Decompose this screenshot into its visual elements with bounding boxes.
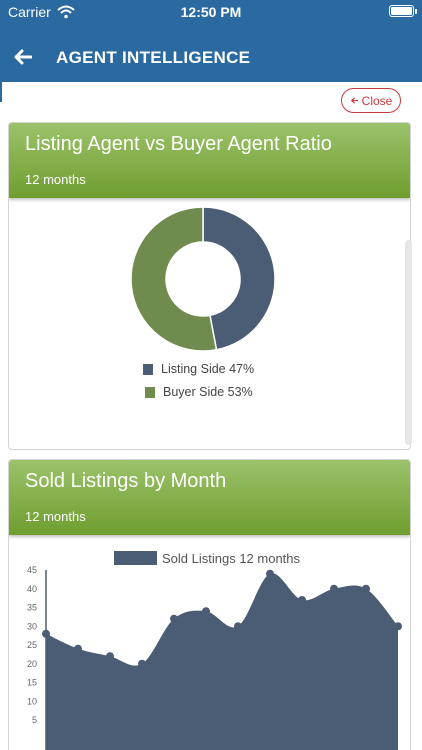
legend-swatch-listing — [143, 363, 153, 375]
sold-card-title: Sold Listings by Month — [25, 470, 227, 492]
legend-swatch-buyer — [145, 386, 155, 398]
y-tick-label: 10 — [27, 696, 37, 706]
nav-bar: AGENT INTELLIGENCE — [0, 40, 422, 76]
back-button[interactable] — [12, 44, 34, 70]
legend-label-listing: Listing Side 47% — [161, 362, 255, 376]
ratio-card-header: Listing Agent vs Buyer Agent Ratio 12 mo… — [9, 123, 410, 198]
y-tick-label: 25 — [27, 640, 37, 650]
battery-icon — [389, 5, 417, 17]
y-tick-label: 35 — [27, 603, 37, 613]
area-legend-label: Sold Listings 12 months — [162, 551, 301, 566]
ratio-card-title: Listing Agent vs Buyer Agent Ratio — [25, 133, 332, 155]
sold-listings-card: Sold Listings by Month 12 months — [8, 459, 411, 750]
area-series-fill — [46, 573, 398, 750]
data-point-12 — [394, 622, 402, 631]
y-tick-label: 40 — [27, 584, 37, 594]
data-point-11 — [362, 584, 370, 593]
donut-slice-listing-side — [202, 206, 276, 351]
data-point-7 — [234, 622, 242, 631]
legend-item-listing-side: Listing Side 47% — [143, 362, 254, 376]
ratio-card: Listing Agent vs Buyer Agent Ratio 12 mo… — [8, 122, 411, 450]
status-time: 12:50 PM — [180, 4, 242, 20]
scrollbar[interactable] — [405, 240, 412, 445]
status-bar: Carrier 12:50 PM — [0, 0, 422, 24]
close-button-label: Close — [361, 93, 393, 108]
carrier-indicator: Carrier — [8, 4, 75, 20]
data-point-10 — [330, 584, 338, 593]
legend-item-buyer-side: Buyer Side 53% — [145, 385, 253, 399]
y-tick-label: 45 — [27, 565, 37, 575]
y-tick-label: 20 — [27, 659, 37, 669]
data-point-1 — [42, 629, 50, 638]
y-tick-label: 15 — [27, 678, 37, 688]
data-point-4 — [138, 659, 146, 668]
page-title: AGENT INTELLIGENCE — [56, 48, 251, 67]
sold-listings-area-chart: Sold Listings 12 months 5 10 15 20 25 30 35 40 45 — [27, 551, 402, 750]
app-header: Carrier 12:50 PM AGENT INTELLIGENCE — [0, 0, 422, 82]
legend-label-buyer: Buyer Side 53% — [163, 385, 253, 399]
y-tick-label: 5 — [32, 715, 37, 725]
ratio-card-subtitle: 12 months — [25, 172, 86, 187]
area-legend-swatch — [114, 551, 157, 565]
data-point-3 — [106, 652, 114, 661]
data-point-2 — [74, 644, 82, 653]
y-tick-label: 30 — [27, 621, 37, 631]
data-point-8 — [266, 569, 274, 578]
carrier-label: Carrier — [8, 4, 51, 20]
arrow-left-icon — [14, 49, 32, 65]
data-point-5 — [170, 614, 178, 623]
wifi-icon — [57, 5, 75, 19]
sold-card-subtitle: 12 months — [25, 509, 86, 524]
arrow-left-small-icon — [350, 97, 358, 104]
ratio-donut-chart — [130, 206, 276, 352]
header-edge — [0, 82, 2, 102]
sold-card-header: Sold Listings by Month 12 months — [9, 460, 410, 535]
data-point-9 — [298, 596, 306, 604]
close-button[interactable]: Close — [341, 88, 401, 113]
donut-slice-buyer-side — [130, 206, 218, 352]
data-point-6 — [202, 607, 210, 616]
